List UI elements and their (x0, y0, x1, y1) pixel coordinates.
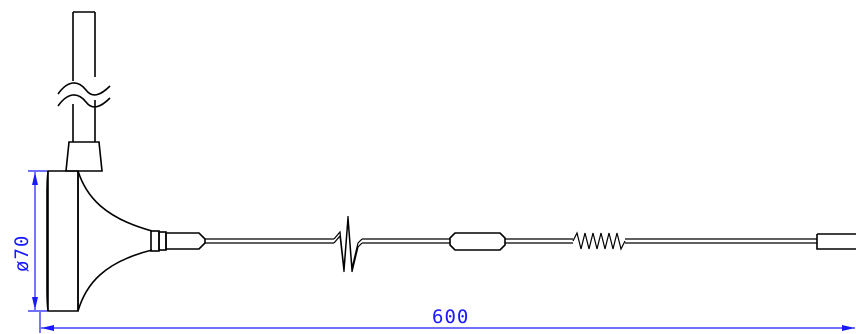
break-symbol (57, 82, 111, 96)
cable-break-zigzag (333, 215, 363, 269)
cable-end-connector (816, 233, 856, 250)
spring-coil (572, 231, 626, 251)
length-dimension: 600 (39, 306, 855, 333)
coax-cable (205, 215, 450, 273)
antenna-whip (57, 11, 111, 142)
diameter-dimension: ø70 (11, 170, 47, 312)
magnetic-base (46, 170, 153, 312)
cable-splice-sleeve (449, 232, 506, 251)
coax-cable-2 (505, 231, 817, 251)
length-label: 600 (432, 306, 469, 328)
diameter-label: ø70 (11, 235, 33, 272)
antenna-collar (65, 141, 103, 172)
cable-boot (150, 230, 206, 252)
